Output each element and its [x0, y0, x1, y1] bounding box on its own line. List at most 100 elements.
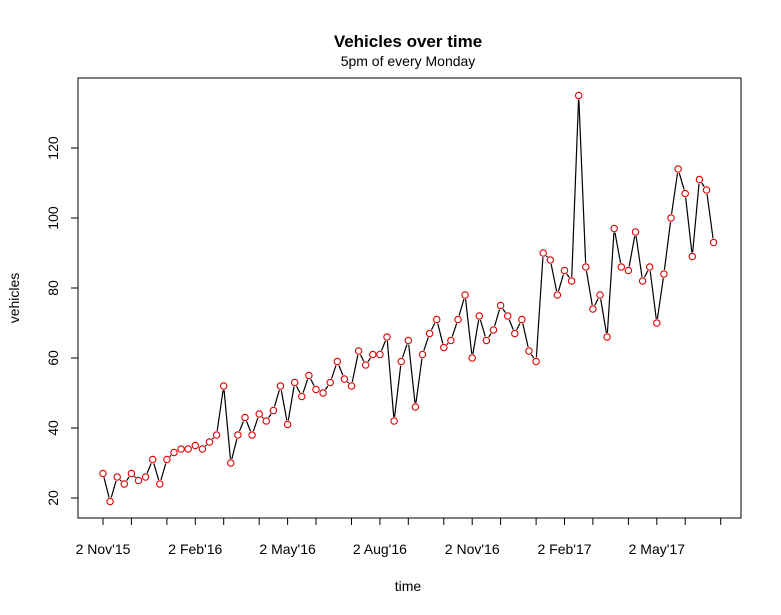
data-point: [432, 315, 441, 324]
data-point: [496, 301, 505, 310]
series-segment: [458, 298, 465, 316]
data-point: [617, 263, 626, 271]
data-point: [276, 382, 285, 390]
data-point: [674, 165, 682, 173]
y-axis-label: vehicles: [6, 273, 22, 324]
data-point: [319, 389, 327, 397]
series-segment: [550, 263, 558, 292]
y-tick-label: 100: [45, 206, 61, 230]
series-segment: [273, 389, 280, 407]
data-point: [234, 431, 242, 439]
series-segment: [223, 390, 232, 459]
data-point: [638, 277, 647, 285]
series-segment: [216, 390, 224, 431]
data-point: [305, 371, 313, 380]
data-point: [425, 329, 434, 338]
series-segment: [566, 273, 570, 278]
series-segment: [310, 378, 315, 387]
data-point: [170, 448, 178, 457]
series-segment: [671, 173, 679, 214]
series-segment: [231, 438, 238, 460]
series-segment: [430, 322, 436, 331]
data-point: [369, 350, 377, 359]
data-point: [440, 343, 448, 352]
series-segment: [126, 476, 130, 481]
data-point: [283, 420, 292, 429]
y-tick-label: 80: [45, 280, 61, 296]
data-point: [645, 263, 654, 271]
data-point: [411, 403, 420, 411]
data-point: [354, 347, 363, 355]
data-point: [219, 382, 228, 390]
series-segment: [437, 323, 444, 344]
data-point: [518, 315, 526, 324]
series-segment: [488, 333, 492, 338]
data-point: [511, 329, 519, 338]
data-point: [106, 497, 114, 506]
series-segment: [656, 278, 664, 319]
data-point: [141, 473, 150, 481]
series-segment: [153, 463, 160, 481]
data-point: [582, 263, 590, 271]
series-segment: [110, 480, 117, 498]
series-segment: [415, 358, 423, 403]
series-segment: [380, 340, 386, 351]
x-tick-label: 2 May'16: [259, 541, 316, 557]
data-point: [461, 291, 469, 299]
series-segment: [600, 299, 607, 333]
series-segment: [119, 479, 122, 482]
series-segment: [446, 343, 449, 345]
series-segment: [351, 354, 359, 383]
data-point: [404, 336, 413, 345]
data-point: [482, 336, 491, 345]
series-segment: [464, 299, 473, 354]
data-point: [241, 413, 249, 422]
data-point: [574, 91, 583, 100]
series-segment: [649, 271, 657, 319]
series-segment: [451, 323, 458, 337]
series-segment: [287, 386, 295, 421]
x-axis: 2 Nov'15 2 Feb'16 2 May'16 2 Aug'16 2 Nov'16…: [76, 517, 722, 557]
series-segment: [692, 183, 700, 253]
series-segment: [535, 257, 544, 358]
series-segment: [685, 197, 693, 253]
series-segment: [367, 357, 371, 362]
x-tick-label: 2 Feb'16: [168, 541, 222, 557]
data-point: [468, 354, 476, 362]
data-point: [340, 375, 349, 383]
data-point: [447, 336, 455, 345]
series-segment: [571, 99, 580, 277]
series-segment: [530, 354, 535, 359]
series-segment: [268, 413, 272, 418]
x-tick-label: 2 Aug'16: [353, 541, 407, 557]
x-tick-label: 2 Nov'16: [445, 541, 500, 557]
data-point: [503, 312, 512, 320]
data-point: [99, 469, 107, 478]
data-point: [418, 350, 427, 359]
data-point: [298, 392, 306, 401]
series-segment: [594, 298, 599, 306]
data-point: [376, 350, 384, 359]
data-point: [148, 455, 157, 464]
series-segment: [169, 455, 172, 457]
series-segment: [103, 477, 110, 498]
series-segment: [324, 385, 329, 390]
series-segment: [628, 236, 636, 267]
chart-subtitle: 5pm of every Monday: [341, 53, 476, 69]
x-tick-label: 2 Nov'15: [76, 541, 131, 557]
data-point: [589, 305, 597, 313]
series-segment: [663, 222, 672, 270]
data-point: [631, 228, 640, 236]
series-segment: [146, 463, 152, 474]
series: [99, 91, 718, 506]
data-point: [539, 249, 547, 257]
data-point: [390, 417, 398, 425]
series-segment: [246, 421, 252, 432]
series-segment: [706, 194, 714, 239]
data-point: [184, 445, 192, 453]
x-tick-label: 2 May'17: [629, 541, 686, 557]
series-segment: [386, 341, 395, 417]
data-point: [553, 291, 562, 299]
data-point: [290, 378, 299, 387]
